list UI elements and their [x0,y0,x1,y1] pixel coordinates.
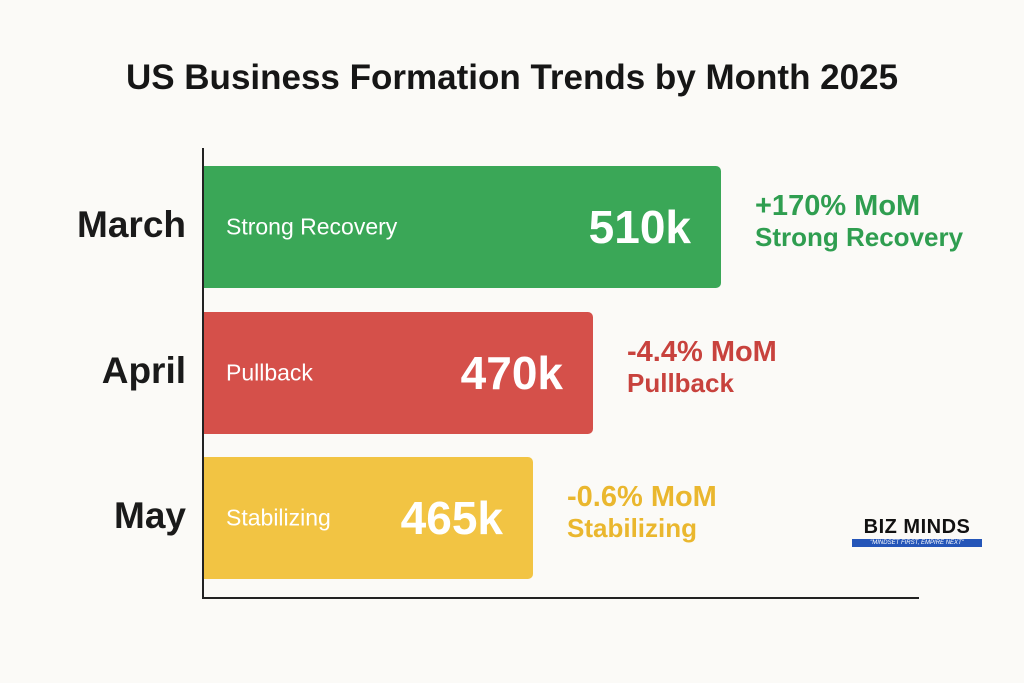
bizminds-logo: BIZ MINDS "MINDSET FIRST, EMPIRE NEXT" [852,516,982,547]
mom-change: +170% MoM [755,190,921,222]
annotation-may: -0.6% MoM Stabilizing [567,481,717,544]
logo-text: BIZ MINDS [863,516,971,538]
category-label-april: April [101,350,186,391]
y-axis-line [202,148,204,599]
bar-value-label: 470k [460,347,563,399]
bar-value-label: 510k [588,201,691,253]
mom-change: -0.6% MoM [567,481,717,513]
status-text: Pullback [627,368,734,399]
x-axis-line [202,597,919,599]
bar-label: Pullback [226,359,313,386]
bar-may: Stabilizing 465k [204,457,533,579]
annotation-april: -4.4% MoM Pullback [627,336,777,399]
bar-value-label: 465k [400,492,503,544]
status-text: Stabilizing [567,513,697,544]
bar-label: Strong Recovery [226,213,398,240]
chart-title: US Business Formation Trends by Month 20… [125,58,899,97]
mom-change: -4.4% MoM [627,336,777,368]
annotation-march: +170% MoM Strong Recovery [755,190,963,253]
category-label-may: May [114,495,186,536]
logo-tagline: "MINDSET FIRST, EMPIRE NEXT" [852,539,982,547]
status-text: Strong Recovery [755,222,964,253]
bar-label: Stabilizing [226,504,331,531]
bar-march: Strong Recovery 510k [204,166,721,288]
category-label-march: March [77,204,186,245]
bar-april: Pullback 470k [204,312,593,434]
